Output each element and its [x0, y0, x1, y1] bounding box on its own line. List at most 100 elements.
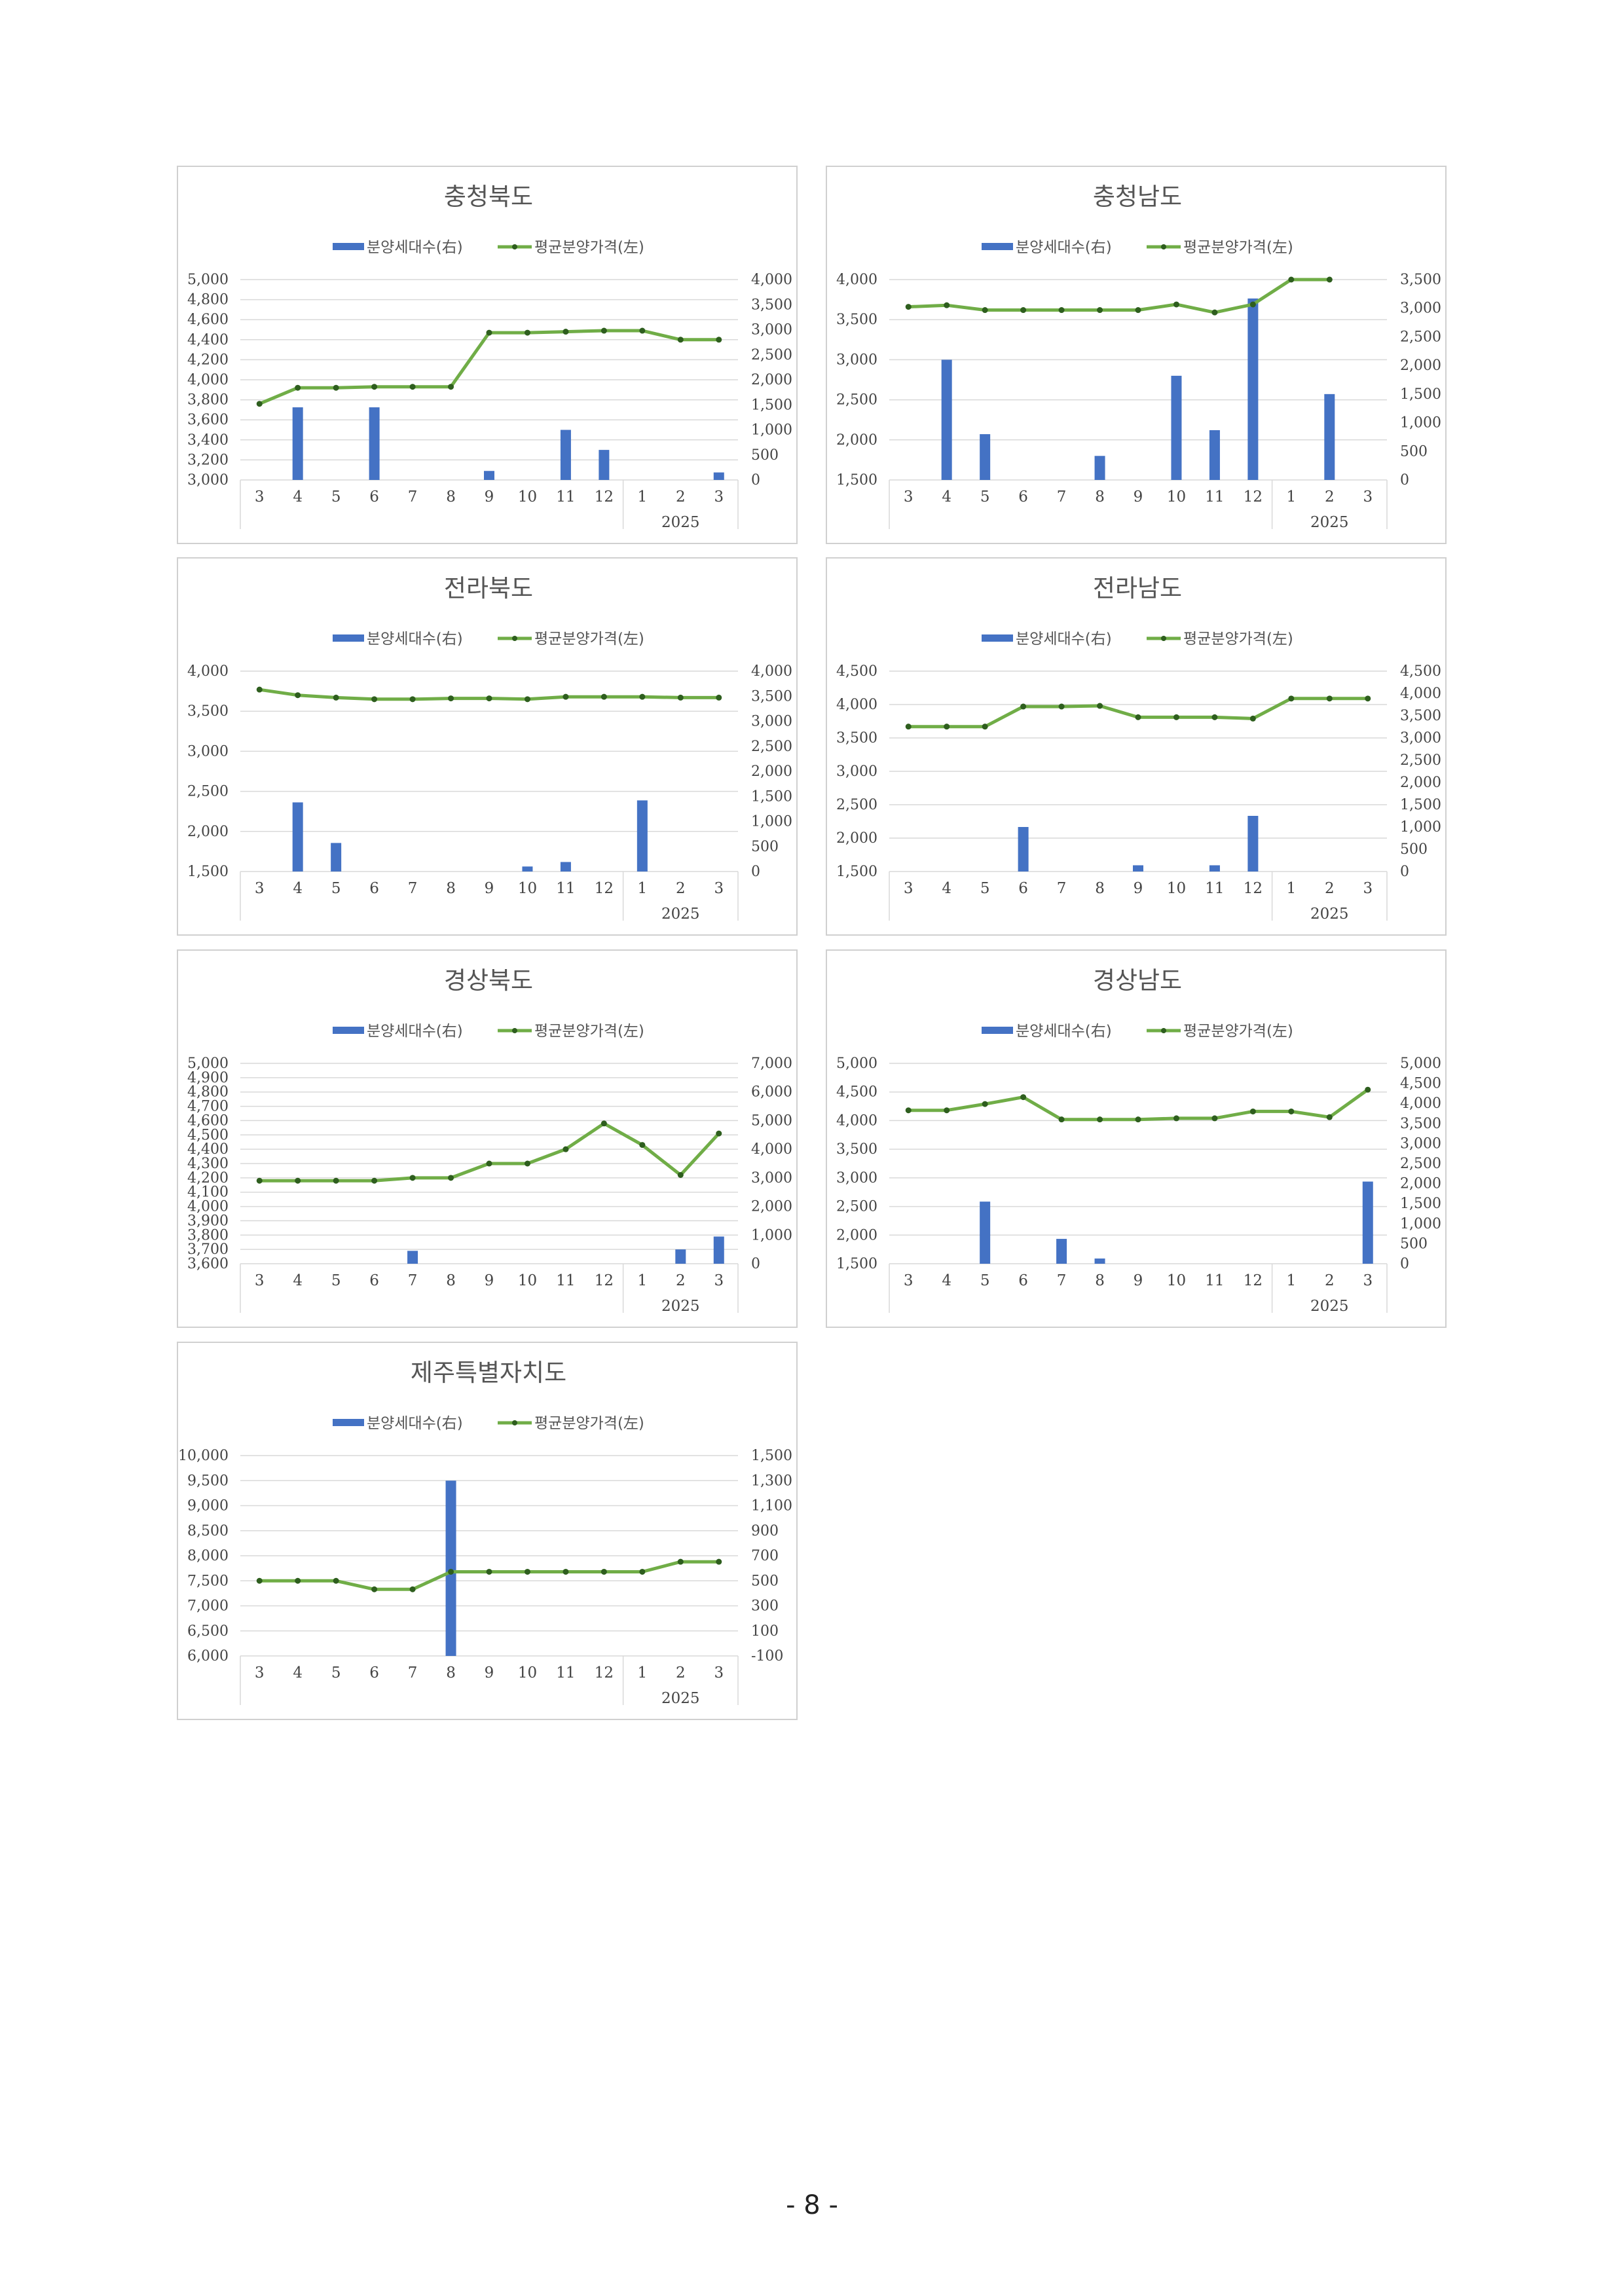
left-tick-label: 2,500 [836, 797, 877, 813]
right-tick-label: 4,000 [751, 1141, 792, 1158]
x-tick-label: 12 [595, 880, 614, 897]
right-tick-label: 2,500 [1400, 1156, 1441, 1172]
x-tick-label: 10 [1167, 880, 1186, 897]
x-tick-label: 4 [293, 488, 303, 505]
right-tick-label: 2,000 [1400, 358, 1441, 374]
line-point [524, 1568, 530, 1575]
x-tick-label: 6 [369, 488, 379, 505]
line-point [409, 1175, 416, 1181]
x-tick-label: 3 [904, 880, 913, 897]
line-point [1249, 1108, 1256, 1114]
x-tick-label: 7 [1057, 1272, 1067, 1289]
left-tick-label: 4,300 [187, 1156, 229, 1172]
right-tick-label: 500 [1400, 841, 1428, 858]
left-tick-label: 2,000 [836, 432, 877, 449]
bar [445, 1480, 456, 1656]
line-point [448, 1175, 454, 1181]
line-point [1097, 1116, 1103, 1123]
left-tick-label: 3,800 [187, 392, 229, 409]
left-tick-label: 3,800 [187, 1227, 229, 1243]
right-tick-label: 3,000 [1400, 301, 1441, 317]
x-tick-label: 3 [1363, 1272, 1373, 1289]
series-line [259, 1560, 719, 1591]
right-tick-label: 900 [751, 1523, 779, 1539]
legend-line-label: 평균분양가격(左) [1183, 631, 1293, 648]
line-point [1326, 695, 1333, 702]
right-tick-label: 500 [751, 447, 779, 464]
line-point [563, 693, 569, 700]
left-tick-label: 3,000 [836, 1170, 877, 1186]
x-tick-label: 2 [1325, 880, 1335, 897]
bar [980, 434, 991, 480]
right-tick-label: 5,000 [1400, 1056, 1441, 1072]
legend-bar-swatch [982, 1027, 1013, 1034]
left-tick-label: 3,000 [187, 472, 229, 488]
bar [1133, 865, 1143, 872]
x-tick-label: 5 [980, 1272, 990, 1289]
x-tick-label: 1 [638, 1664, 648, 1681]
right-tick-label: 0 [751, 864, 760, 880]
x-year-label: 2025 [661, 514, 700, 531]
line-point [982, 307, 988, 314]
line-point [639, 327, 646, 334]
chart-panel-jeonbuk: 전라북도 분양세대수(右) 평균분양가격(左) 1,500 2,000 2,500 3,00… [177, 557, 798, 936]
left-tick-label: 6,000 [187, 1648, 229, 1664]
right-tick-label: 2,500 [1400, 329, 1441, 345]
x-tick-label: 12 [1244, 488, 1263, 505]
line-point [944, 1107, 950, 1114]
line-point [256, 1177, 263, 1184]
line-point [563, 1146, 569, 1152]
x-tick-label: 2 [676, 1272, 686, 1289]
legend-bar-swatch [333, 1419, 364, 1426]
x-tick-label: 3 [714, 488, 724, 505]
right-tick-label: 2,000 [751, 763, 792, 780]
right-tick-label: 0 [1400, 472, 1409, 488]
right-tick-label: 1,000 [1400, 819, 1441, 835]
right-tick-label: 1,000 [751, 422, 792, 439]
bar [1056, 1239, 1067, 1264]
line-point [677, 1171, 684, 1178]
left-tick-label: 3,600 [187, 412, 229, 428]
x-year-label: 2025 [661, 906, 700, 923]
x-tick-label: 11 [556, 1664, 575, 1681]
right-tick-label: 3,000 [751, 714, 792, 730]
left-tick-label: 3,200 [187, 452, 229, 468]
line-point [486, 329, 492, 336]
line-point [1020, 1094, 1027, 1101]
x-tick-label: 11 [556, 880, 575, 897]
legend-line-marker [512, 636, 517, 641]
x-tick-label: 8 [1095, 880, 1105, 897]
line-point [524, 329, 530, 336]
x-tick-label: 8 [446, 1664, 456, 1681]
line-point [982, 724, 988, 730]
chart-title: 경상남도 [1093, 966, 1182, 995]
left-tick-label: 4,200 [187, 352, 229, 368]
x-tick-label: 2 [676, 488, 686, 505]
bar [941, 359, 952, 480]
right-tick-label: 4,000 [1400, 686, 1441, 702]
x-tick-label: 7 [1057, 880, 1067, 897]
left-tick-label: 3,400 [187, 432, 229, 449]
x-tick-label: 5 [980, 488, 990, 505]
x-tick-label: 8 [1095, 488, 1105, 505]
right-tick-label: 4,500 [1400, 663, 1441, 680]
line-point [409, 1586, 416, 1592]
right-tick-label: 4,500 [1400, 1076, 1441, 1092]
left-tick-label: 2,000 [836, 1227, 877, 1243]
bar [675, 1249, 686, 1264]
bar [369, 407, 380, 480]
bar [713, 472, 724, 480]
line-point [295, 1177, 301, 1184]
left-tick-label: 9,500 [187, 1473, 229, 1489]
x-tick-label: 11 [556, 488, 575, 505]
line-point [1365, 695, 1371, 702]
x-tick-label: 6 [369, 1664, 379, 1681]
left-tick-label: 6,500 [187, 1623, 229, 1640]
line-point [295, 384, 301, 391]
x-tick-label: 7 [408, 1664, 418, 1681]
legend-line-marker [512, 1420, 517, 1425]
bar [1094, 456, 1105, 480]
x-tick-label: 3 [1363, 488, 1373, 505]
line-point [1135, 1116, 1141, 1123]
